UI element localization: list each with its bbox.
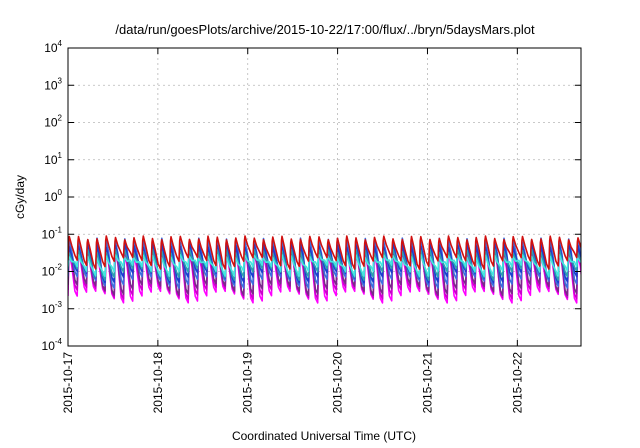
y-tick-label: 10-4	[42, 337, 63, 353]
series-line	[68, 254, 581, 278]
y-tick-label: 100	[44, 188, 62, 204]
x-tick-label: 2015-10-17	[61, 352, 75, 414]
x-tick-label: 2015-10-18	[151, 352, 165, 414]
series-group	[68, 235, 581, 304]
y-tick-label: 102	[44, 114, 62, 130]
series-line	[68, 235, 581, 270]
y-axis-label: cGy/day	[13, 175, 27, 219]
y-axis: 10-4 10-3 10-2 10-1 100 101 102 103 104	[42, 39, 581, 353]
y-tick-label: 103	[44, 76, 62, 92]
y-tick-label: 10-3	[42, 300, 63, 316]
x-axis-label: Coordinated Universal Time (UTC)	[232, 429, 416, 443]
series-line	[68, 248, 581, 282]
y-tick-label: 101	[44, 151, 62, 167]
y-tick-label: 104	[44, 39, 62, 55]
y-tick-label: 10-1	[42, 225, 63, 241]
x-tick-label: 2015-10-20	[331, 352, 345, 414]
chart-title: /data/run/goesPlots/archive/2015-10-22/1…	[115, 22, 535, 37]
x-axis: 2015-10-17 2015-10-18 2015-10-19 2015-10-20…	[61, 48, 524, 413]
y-tick-label: 10-2	[42, 263, 63, 279]
x-tick-label: 2015-10-19	[241, 352, 255, 414]
grid	[68, 48, 581, 346]
x-tick-label: 2015-10-21	[420, 352, 434, 414]
series-line	[68, 242, 581, 284]
x-tick-label: 2015-10-22	[510, 352, 524, 414]
